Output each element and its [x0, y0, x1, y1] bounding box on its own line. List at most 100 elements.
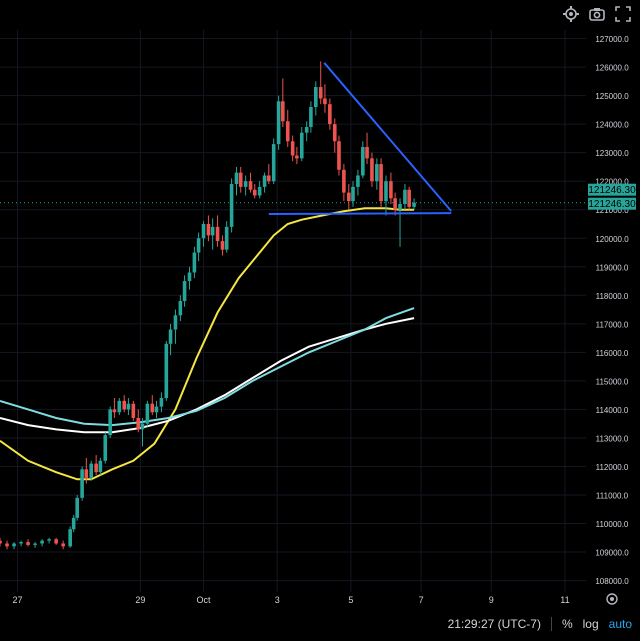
candle-body	[168, 329, 173, 344]
candle-body	[318, 87, 323, 99]
candle-body	[342, 169, 346, 193]
candle-body	[206, 223, 211, 236]
candle-body	[94, 463, 98, 473]
candle-body	[178, 301, 183, 316]
ma-series-line	[0, 307, 415, 427]
percent-toggle[interactable]: %	[561, 617, 573, 631]
axis-settings-icon[interactable]	[606, 593, 618, 605]
candle-body	[12, 543, 16, 547]
y-tick-label: 118000.0	[596, 292, 629, 301]
y-tick-label: 115000.0	[596, 377, 629, 386]
candle-body	[332, 124, 337, 142]
candle-body	[271, 144, 276, 182]
candle-body	[384, 181, 388, 202]
x-tick-label: 3	[275, 595, 280, 605]
candle-body	[220, 241, 225, 250]
candle-body	[122, 400, 127, 410]
x-tick-label: Oct	[197, 595, 212, 605]
candle-body	[276, 101, 281, 145]
trendline[interactable]	[323, 62, 453, 212]
candle-body	[173, 315, 178, 330]
y-tick-label: 120000.0	[595, 235, 629, 244]
candle-body	[215, 226, 220, 242]
candle-body	[187, 272, 192, 282]
price-axis[interactable]: 108000.0 109000.0 110000.0 111000.0 112000.0…	[595, 35, 629, 586]
candle-body	[84, 469, 89, 478]
trendline[interactable]	[268, 212, 452, 216]
candle-body	[40, 540, 44, 544]
candlesticks	[0, 61, 416, 550]
candle-body	[238, 172, 243, 187]
candle-body	[361, 146, 365, 176]
y-tick-label: 119000.0	[596, 263, 629, 272]
candle-body	[351, 186, 355, 202]
y-tick-label: 108000.0	[595, 577, 629, 586]
auto-toggle[interactable]: auto	[608, 617, 632, 631]
candle-body	[75, 497, 79, 518]
candle-body	[131, 403, 136, 418]
candle-body	[398, 204, 402, 210]
x-tick-label: 9	[489, 595, 494, 605]
candle-body	[154, 406, 159, 413]
candle-body	[412, 202, 416, 207]
candle-body	[182, 281, 187, 302]
candle-body	[192, 252, 197, 273]
camera-icon[interactable]	[588, 5, 606, 23]
fullscreen-icon[interactable]	[614, 5, 632, 23]
prev-price-box	[588, 183, 636, 196]
candle-body	[337, 141, 341, 170]
candle-body	[201, 223, 206, 239]
candle-body	[47, 539, 51, 541]
candle-body	[126, 403, 131, 410]
candle-body	[290, 141, 295, 156]
candle-body	[304, 126, 309, 133]
candle-body	[295, 155, 299, 159]
candle-body	[210, 226, 215, 236]
candle-body	[314, 87, 318, 108]
x-tick-label: 29	[135, 595, 145, 605]
y-tick-label: 121000.0	[595, 206, 629, 215]
candle-body	[89, 463, 94, 478]
prev-price-label: 121246.30	[588, 185, 636, 196]
candle-body	[309, 107, 313, 127]
time-axis[interactable]: 27 29 Oct 3 5 7 9 11	[13, 595, 570, 605]
candle-body	[281, 101, 285, 122]
candle-body	[164, 343, 169, 399]
candle-body	[98, 460, 103, 473]
clock-label[interactable]: 21:29:27 (UTC-7)	[447, 617, 541, 631]
candle-body	[375, 164, 379, 182]
candle-body	[224, 226, 229, 250]
candle-body	[108, 409, 112, 436]
candle-body	[26, 542, 30, 545]
x-tick-label: 7	[419, 595, 424, 605]
candle-body	[257, 186, 262, 196]
candle-body	[229, 184, 234, 227]
candle-body	[393, 198, 397, 210]
candle-body	[196, 238, 201, 253]
candle-body	[71, 517, 76, 530]
y-tick-label: 126000.0	[595, 64, 629, 73]
candle-body	[403, 189, 407, 205]
trendlines[interactable]	[268, 62, 453, 216]
last-price-label: 121246.30	[588, 199, 636, 210]
ma-series-line	[0, 317, 415, 434]
candle-body	[112, 409, 117, 413]
bottom-bar: 21:29:27 (UTC-7) % log auto	[0, 612, 640, 636]
candle-body	[145, 403, 150, 424]
y-tick-label: 112000.0	[596, 463, 629, 472]
last-price-box	[588, 197, 636, 210]
y-tick-label: 117000.0	[596, 320, 629, 329]
log-toggle[interactable]: log	[582, 617, 599, 631]
candle-body	[19, 542, 23, 544]
x-tick-label: 27	[13, 595, 23, 605]
y-tick-label: 110000.0	[596, 520, 629, 529]
candle-body	[248, 181, 253, 190]
candle-body	[103, 435, 108, 461]
candle-body	[389, 181, 393, 199]
y-tick-label: 113000.0	[596, 434, 629, 443]
candle-body	[356, 175, 360, 187]
candle-body	[0, 540, 2, 544]
gear-icon[interactable]	[562, 5, 580, 23]
